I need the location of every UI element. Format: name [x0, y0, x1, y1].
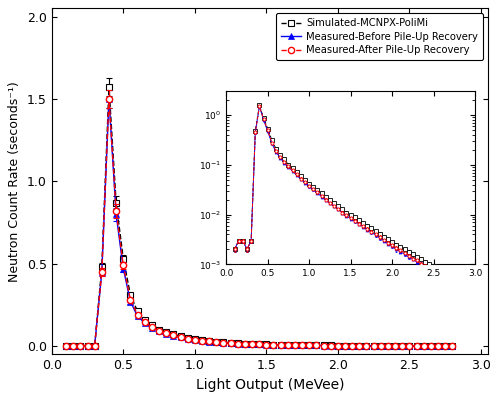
Simulated-MCNPX-PoliMi: [106, 85, 112, 90]
Line: Measured-Before Pile-Up Recovery: Measured-Before Pile-Up Recovery: [63, 96, 456, 349]
Y-axis label: Neutron Count Rate (seconds⁻¹): Neutron Count Rate (seconds⁻¹): [8, 81, 22, 282]
Measured-Before Pile-Up Recovery: [113, 212, 119, 217]
Measured-Before Pile-Up Recovery: [63, 343, 69, 348]
Measured-After Pile-Up Recovery: [106, 96, 112, 101]
Measured-Before Pile-Up Recovery: [142, 320, 148, 325]
Measured-After Pile-Up Recovery: [63, 343, 69, 348]
Simulated-MCNPX-PoliMi: [414, 344, 420, 348]
Measured-Before Pile-Up Recovery: [214, 340, 220, 345]
Simulated-MCNPX-PoliMi: [442, 344, 448, 348]
Measured-After Pile-Up Recovery: [163, 331, 169, 336]
Measured-Before Pile-Up Recovery: [442, 344, 448, 348]
Measured-After Pile-Up Recovery: [214, 340, 220, 344]
Measured-After Pile-Up Recovery: [414, 344, 420, 348]
Simulated-MCNPX-PoliMi: [142, 317, 148, 322]
Simulated-MCNPX-PoliMi: [450, 344, 456, 348]
Line: Measured-After Pile-Up Recovery: Measured-After Pile-Up Recovery: [63, 96, 456, 349]
Measured-After Pile-Up Recovery: [142, 320, 148, 324]
Measured-Before Pile-Up Recovery: [106, 96, 112, 101]
Measured-After Pile-Up Recovery: [442, 344, 448, 348]
Simulated-MCNPX-PoliMi: [163, 330, 169, 334]
Simulated-MCNPX-PoliMi: [113, 200, 119, 205]
Line: Simulated-MCNPX-PoliMi: Simulated-MCNPX-PoliMi: [63, 84, 456, 349]
Measured-Before Pile-Up Recovery: [163, 331, 169, 336]
Legend: Simulated-MCNPX-PoliMi, Measured-Before Pile-Up Recovery, Measured-After Pile-Up: Simulated-MCNPX-PoliMi, Measured-Before …: [276, 13, 483, 60]
Measured-After Pile-Up Recovery: [113, 208, 119, 213]
Simulated-MCNPX-PoliMi: [214, 339, 220, 344]
Simulated-MCNPX-PoliMi: [63, 343, 69, 348]
Measured-After Pile-Up Recovery: [450, 344, 456, 348]
Measured-Before Pile-Up Recovery: [414, 344, 420, 348]
X-axis label: Light Output (MeVee): Light Output (MeVee): [196, 378, 344, 392]
Measured-Before Pile-Up Recovery: [450, 344, 456, 348]
